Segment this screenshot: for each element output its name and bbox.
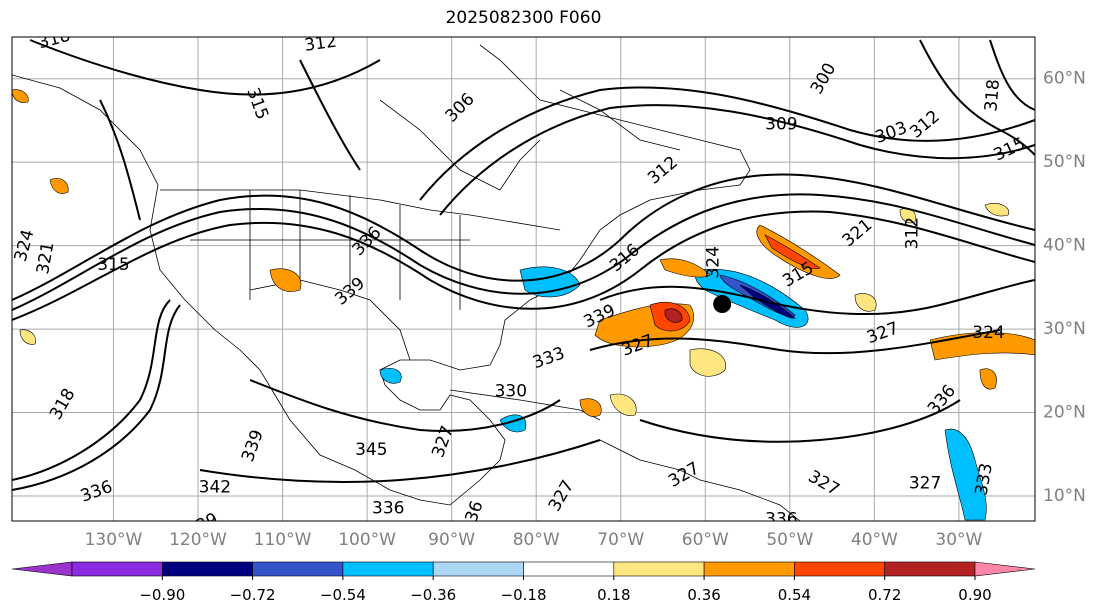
lat-tick-label: 40°N bbox=[1043, 236, 1086, 256]
colorbar-segment bbox=[71, 561, 163, 577]
colorbar-segment bbox=[162, 561, 253, 577]
lon-tick-label: 130°W bbox=[85, 530, 143, 550]
contour-label: 312 bbox=[902, 217, 922, 249]
storm-center-dot bbox=[713, 295, 732, 314]
colorbar-segment bbox=[613, 561, 705, 577]
lon-tick-label: 70°W bbox=[597, 530, 644, 550]
lon-tick-label: 120°W bbox=[169, 530, 227, 550]
contour-label: 336 bbox=[765, 509, 797, 529]
colorbar-segment bbox=[252, 561, 344, 577]
latitude-tick-labels: 10°N 20°N 30°N 40°N 50°N 60°N bbox=[1043, 69, 1086, 506]
lat-tick-label: 10°N bbox=[1043, 486, 1086, 506]
lon-tick-label: 30°W bbox=[935, 530, 982, 550]
contour-label: 315 bbox=[97, 255, 129, 275]
colorbar-tick-labels: −0.90 −0.72 −0.54 −0.36 −0.18 0.18 0.36 0.54 0.7… bbox=[139, 576, 992, 604]
lat-tick-label: 20°N bbox=[1043, 403, 1086, 423]
lon-tick-label: 80°W bbox=[513, 530, 560, 550]
contour-label: 312 bbox=[303, 32, 338, 56]
colorbar-tick-label: 0.90 bbox=[958, 586, 991, 604]
contour-label: 339 bbox=[183, 509, 221, 541]
contour-label: 324 bbox=[704, 246, 724, 278]
colorbar-segment bbox=[523, 561, 615, 577]
plot-title: 2025082300 F060 bbox=[445, 8, 602, 28]
longitude-tick-labels: 130°W 120°W 110°W 100°W 90°W 80°W 70°W 60°W 50°W… bbox=[85, 530, 983, 550]
colorbar-tick-label: −0.90 bbox=[139, 586, 185, 604]
contour-lines bbox=[12, 39, 1035, 491]
colorbar-extend-low bbox=[11, 561, 73, 577]
contour-label: 327 bbox=[909, 473, 941, 493]
lon-tick-label: 40°W bbox=[851, 530, 898, 550]
colorbar-tick-label: −0.54 bbox=[320, 586, 366, 604]
colorbar-segment bbox=[703, 561, 795, 577]
lon-tick-label: 100°W bbox=[338, 530, 396, 550]
colorbar-tick-label: 0.72 bbox=[868, 586, 901, 604]
colorbar-segments bbox=[11, 561, 1036, 577]
colorbar-segment bbox=[342, 561, 434, 577]
colorbar: −0.90 −0.72 −0.54 −0.36 −0.18 0.18 0.36 0.54 0.7… bbox=[11, 561, 1036, 604]
colorbar-segment bbox=[884, 561, 976, 577]
map-frame bbox=[11, 36, 1036, 522]
colorbar-segment bbox=[432, 561, 524, 577]
colorbar-extend-high bbox=[974, 561, 1036, 577]
lat-tick-label: 60°N bbox=[1043, 69, 1086, 89]
contour-label: 330 bbox=[495, 382, 527, 402]
contour-label: 309 bbox=[765, 115, 797, 135]
colorbar-tick-label: 0.18 bbox=[597, 586, 630, 604]
colorbar-tick-label: −0.18 bbox=[501, 586, 547, 604]
colorbar-segment bbox=[794, 561, 886, 577]
colorbar-tick-label: 0.54 bbox=[778, 586, 811, 604]
contour-label: 342 bbox=[199, 478, 231, 498]
storm-center-marker bbox=[713, 295, 732, 314]
contour-label: 336 bbox=[372, 498, 404, 518]
lon-tick-label: 50°W bbox=[766, 530, 813, 550]
contour-label: 318 bbox=[981, 78, 1004, 112]
contour-label: 324 bbox=[972, 323, 1004, 343]
lat-tick-label: 30°N bbox=[1043, 319, 1086, 339]
lon-tick-label: 110°W bbox=[254, 530, 312, 550]
colorbar-tick-label: −0.72 bbox=[230, 586, 276, 604]
colorbar-tick-label: 0.36 bbox=[687, 586, 720, 604]
colorbar-tick-label: −0.36 bbox=[410, 586, 456, 604]
lon-tick-label: 90°W bbox=[428, 530, 475, 550]
contour-label: 345 bbox=[355, 440, 387, 460]
lat-tick-label: 50°N bbox=[1043, 152, 1086, 172]
lon-tick-label: 60°W bbox=[682, 530, 729, 550]
